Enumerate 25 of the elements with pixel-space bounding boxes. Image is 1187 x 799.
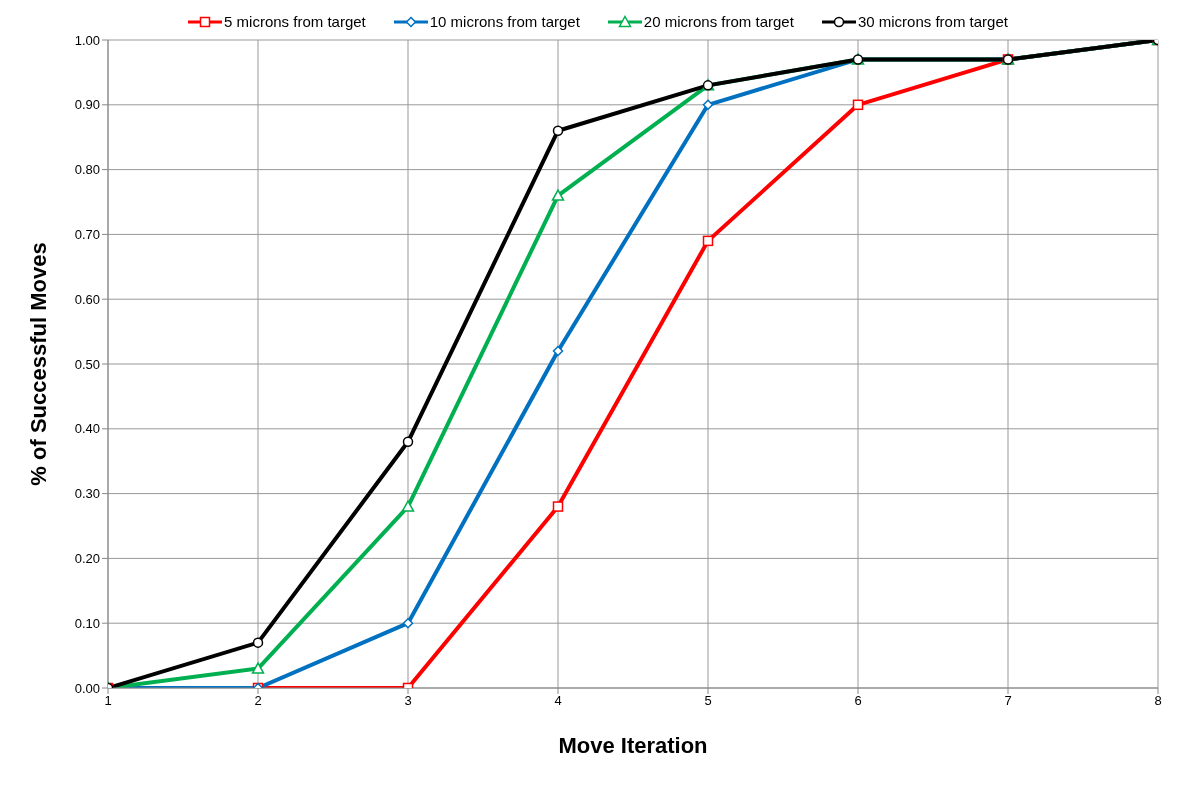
y-tick-label: 0.90: [74, 97, 100, 113]
y-tick-label: 0.10: [74, 615, 100, 631]
y-tick-label: 0.20: [74, 551, 100, 567]
y-tick-label: 0.30: [74, 486, 100, 502]
x-tick-label: 5: [704, 693, 712, 709]
x-tick-label: 4: [554, 693, 562, 709]
legend-label: 30 microns from target: [857, 13, 1008, 30]
y-axis-title: % of Successful Moves: [25, 242, 51, 486]
y-tick-label: 0.70: [74, 227, 100, 243]
legend-label: 20 microns from target: [643, 13, 794, 30]
x-tick-label: 6: [854, 693, 862, 709]
legend-label: 5 microns from target: [224, 13, 366, 30]
x-tick-label: 7: [1004, 693, 1012, 709]
y-tick-label: 1.00: [74, 32, 100, 48]
x-tick-label: 8: [1154, 693, 1162, 709]
y-tick-label: 0.50: [74, 356, 100, 372]
legend-label: 10 microns from target: [429, 13, 580, 30]
y-tick-label: 0.00: [74, 680, 100, 696]
y-tick-label: 0.40: [74, 421, 100, 437]
y-tick-label: 0.60: [74, 291, 100, 307]
x-tick-label: 3: [404, 693, 412, 709]
x-tick-label: 1: [104, 693, 112, 709]
x-tick-label: 2: [254, 693, 262, 709]
x-axis-title: Move Iteration: [558, 733, 708, 758]
y-tick-label: 0.80: [74, 162, 100, 178]
